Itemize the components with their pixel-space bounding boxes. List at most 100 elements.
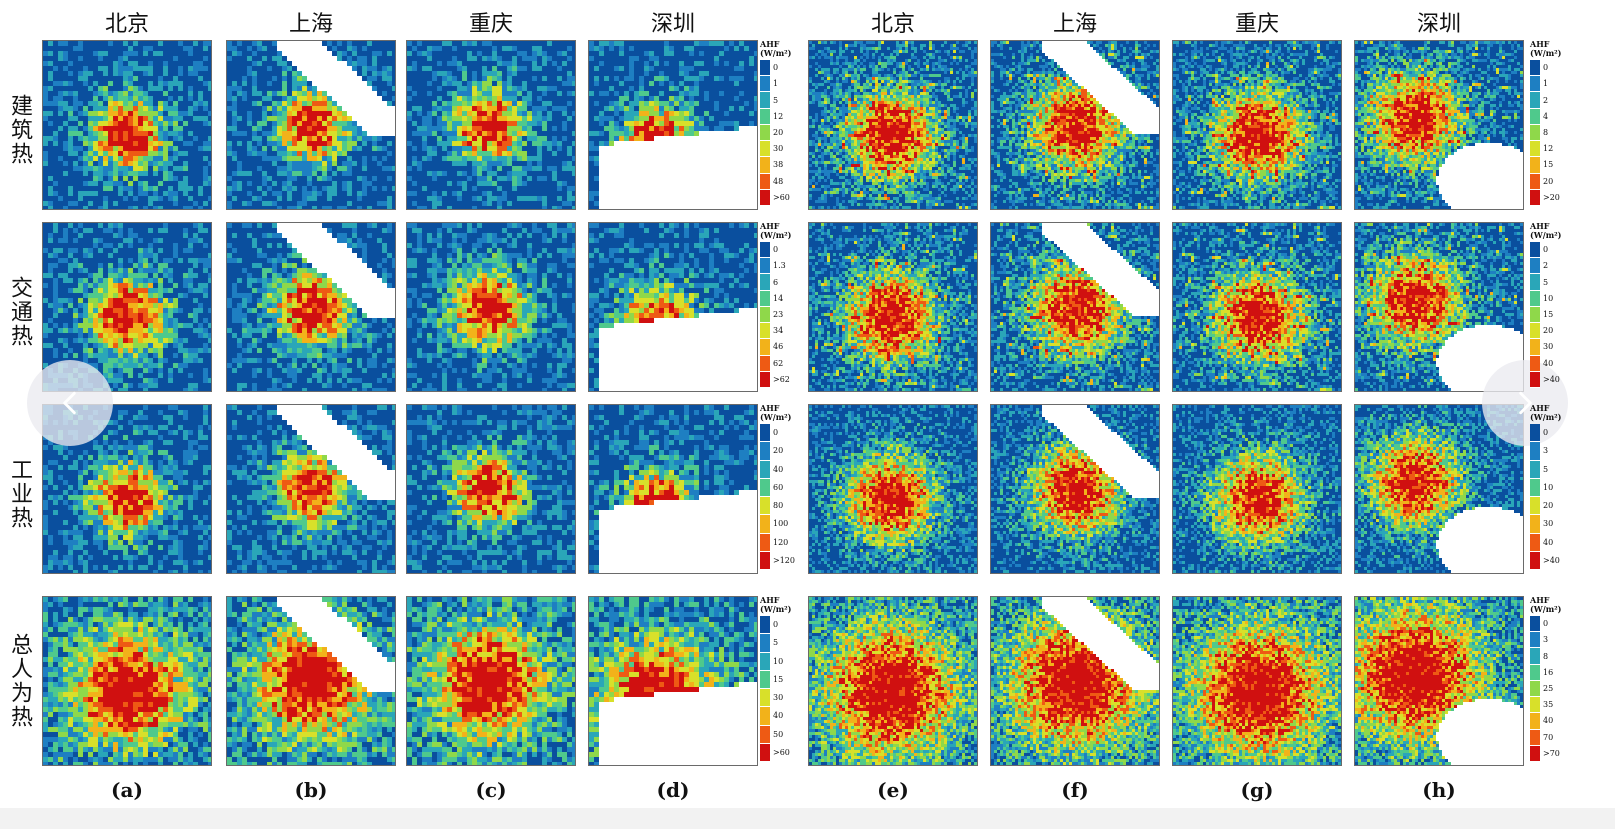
heat-map-panel [406,596,576,766]
legend-color-step [1530,108,1540,125]
legend-tick-label: 15 [1543,311,1553,319]
legend-color-step [1530,339,1540,356]
legend-color-step [760,108,770,125]
legend-tick-label: 0 [773,246,778,254]
heat-map-panel [808,404,978,574]
legend-tick-label: 16 [1543,668,1553,677]
legend-color-step [760,551,770,570]
panel-label: (c) [406,778,576,802]
legend-unit: (W/m²) [1530,49,1570,58]
previous-image-button[interactable] [27,360,113,446]
legend-tick-label: 5 [1543,465,1548,474]
heat-map-raster [991,597,1159,765]
legend-tick-label: 50 [773,730,783,739]
legend-color-step [760,173,770,190]
legend-tick-label: 5 [773,639,778,647]
legend-title: AHF [1530,40,1570,49]
heat-map-panel [1354,404,1524,574]
legend-tick-label: >70 [1543,749,1560,758]
heat-map-panel [226,596,396,766]
legend-tick-label: 8 [1543,129,1548,137]
heat-map-raster [589,597,757,765]
legend-colorbar [1530,242,1540,388]
legend-tick-label: 0 [1543,429,1548,437]
legend-tick-label: >40 [1543,556,1560,565]
legend-tick-label: 70 [1543,733,1553,742]
legend-tick-label: 0 [773,64,778,72]
legend-color-step [1530,729,1540,746]
heat-map-panel [42,596,212,766]
legend-color-step [760,533,770,552]
legend-tick-label: 0 [1543,64,1548,72]
legend-tick-label: 10 [1543,483,1553,492]
legend-title: AHF [760,40,800,49]
panel-label: (g) [1172,778,1342,802]
heat-map-raster [1173,41,1341,209]
heat-map-raster [1355,223,1523,391]
colorbar-legend: AHF (W/m²) 0 3 8 16 25 35 40 70 >70 [1530,596,1570,766]
heat-map-panel [990,596,1160,766]
legend-tick-label: 0 [773,429,778,437]
panel-label: (b) [226,778,396,802]
legend-color-step [1530,424,1540,443]
legend-tick-label: 10 [773,657,783,666]
legend-color-step [1530,648,1540,665]
chevron-left-icon [63,391,76,415]
legend-color-step [760,497,770,516]
legend-color-step [760,616,770,635]
colorbar-legend: AHF (W/m²) 0 5 10 15 30 40 50 >60 [760,596,800,766]
legend-color-step [760,124,770,142]
legend-tick-label: 15 [1543,161,1553,169]
legend-tick-label: 10 [1543,294,1553,303]
legend-color-step [1530,515,1540,534]
legend-tick-label: 1.3 [773,262,786,270]
panel-label: (d) [588,778,758,802]
heat-map-panel [588,222,758,392]
legend-tick-label: >40 [1543,375,1560,384]
legend-color-step [760,652,770,671]
legend-color-step [760,258,770,275]
heat-map-raster [809,223,977,391]
legend-tick-label: 1 [773,80,778,88]
legend-color-step [1530,632,1540,649]
column-title: 深圳 [588,6,758,38]
heat-map-panel [1354,222,1524,392]
legend-tick-label: >60 [773,193,790,202]
legend-color-step [760,189,770,206]
heat-map-panel [406,404,576,574]
legend-color-step [1530,355,1540,372]
legend-unit: (W/m²) [1530,413,1570,422]
legend-tick-label: 5 [1543,278,1548,287]
row-title: 总人为热 [4,596,34,766]
legend-color-step [760,707,770,726]
panel-label: (a) [42,778,212,802]
heat-map-panel [588,40,758,210]
legend-tick-label: 23 [773,311,783,319]
legend-unit: (W/m²) [760,231,800,240]
heat-map-panel [406,222,576,392]
legend-tick-label: >120 [773,556,795,565]
next-image-button[interactable] [1482,360,1568,446]
legend-tick-label: 40 [1543,717,1553,725]
legend-unit: (W/m²) [760,49,800,58]
legend-tick-label: 40 [773,712,783,720]
legend-color-step [760,274,770,291]
legend-tick-label: 20 [773,447,783,455]
legend-tick-label: 14 [773,294,783,303]
legend-color-step [1530,157,1540,174]
legend-color-step [1530,442,1540,461]
row-title: 建筑热 [4,50,34,210]
legend-color-step [1530,371,1540,388]
legend-tick-label: 20 [1543,177,1553,186]
legend-tick-label: 8 [1543,652,1548,661]
legend-tick-label: 62 [773,359,783,368]
heat-map-raster [1355,41,1523,209]
heat-map-panel [1172,40,1342,210]
heat-map-raster [1173,223,1341,391]
legend-color-step [760,242,770,259]
heat-map-panel [990,40,1160,210]
legend-colorbar [760,242,770,388]
legend-tick-label: 46 [773,343,783,351]
legend-colorbar [760,60,770,206]
bottom-strip [0,808,1615,829]
